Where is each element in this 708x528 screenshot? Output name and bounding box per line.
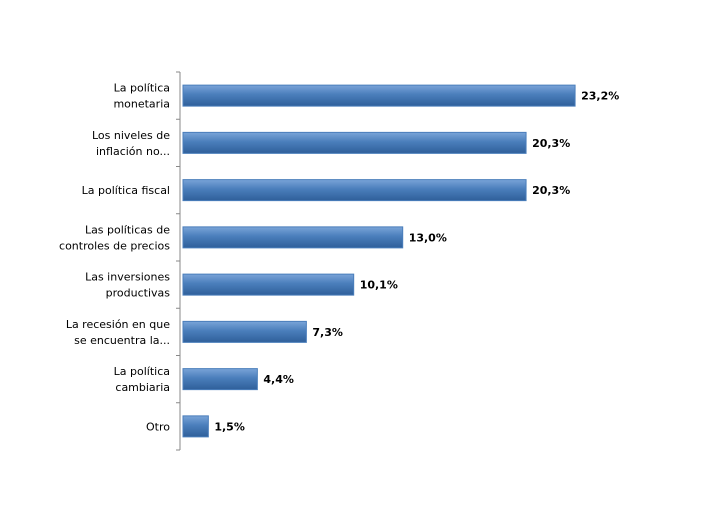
category-label: Las inversiones productivas <box>85 271 170 300</box>
bar <box>182 415 209 438</box>
value-label: 23,2% <box>581 90 619 103</box>
category-label: Las políticas de controles de precios <box>59 223 170 252</box>
bar <box>182 320 307 343</box>
bar <box>182 131 527 154</box>
value-label: 10,1% <box>360 279 398 292</box>
value-label: 20,3% <box>532 137 570 150</box>
value-label: 20,3% <box>532 184 570 197</box>
bar <box>182 84 576 107</box>
bar <box>182 226 404 249</box>
value-label: 1,5% <box>214 420 245 433</box>
category-label: La política monetaria <box>113 82 170 111</box>
value-label: 13,0% <box>409 231 447 244</box>
category-label: Otro <box>146 420 170 433</box>
category-label: La política fiscal <box>82 184 170 197</box>
bar <box>182 179 527 202</box>
bar <box>182 368 258 391</box>
category-label: La política cambiaria <box>114 365 170 394</box>
category-label: La recesión en que se encuentra la... <box>66 318 170 347</box>
bar <box>182 273 355 296</box>
value-label: 7,3% <box>312 326 343 339</box>
category-label: Los niveles de inflación no... <box>92 129 170 158</box>
value-label: 4,4% <box>263 373 294 386</box>
